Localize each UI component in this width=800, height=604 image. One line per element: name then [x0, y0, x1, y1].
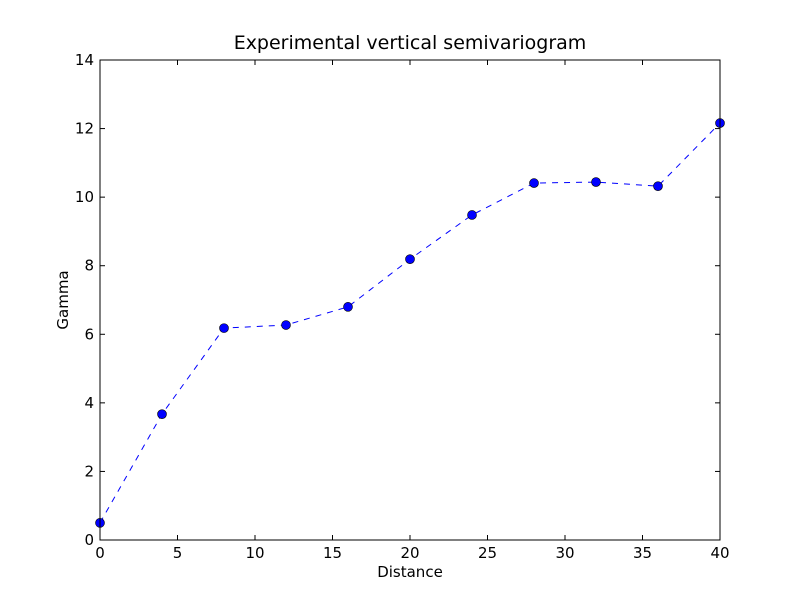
- x-axis-label: Distance: [377, 563, 443, 581]
- x-tick-label: 5: [173, 544, 183, 562]
- data-point: [219, 323, 229, 333]
- x-tick-label: 20: [400, 544, 419, 562]
- x-tick-label: 25: [478, 544, 497, 562]
- y-axis-label: Gamma: [54, 270, 72, 329]
- chart-title: Experimental vertical semivariogram: [234, 32, 587, 54]
- y-tick-label: 10: [75, 188, 94, 206]
- data-point: [467, 210, 477, 220]
- y-tick-label: 12: [75, 120, 94, 138]
- data-point: [653, 181, 663, 191]
- data-point: [343, 302, 353, 312]
- x-tick-label: 40: [710, 544, 729, 562]
- x-tick-label: 30: [555, 544, 574, 562]
- x-tick-label: 0: [95, 544, 105, 562]
- y-tick-label: 0: [84, 531, 94, 549]
- plot-frame: [99, 59, 721, 541]
- y-tick-label: 6: [84, 325, 94, 343]
- y-tick-label: 14: [75, 51, 94, 69]
- axis-ticks: 0 5 10 15 20 25 30 35 40 0 2 4 6 8 10 12 14: [75, 51, 730, 562]
- data-point: [405, 254, 415, 265]
- data-point: [157, 409, 167, 419]
- data-point: [281, 320, 291, 330]
- x-tick-label: 10: [245, 544, 264, 562]
- x-tick-label: 15: [323, 544, 342, 562]
- data-point: [529, 178, 539, 188]
- y-tick-label: 2: [84, 462, 94, 480]
- x-tick-label: 35: [633, 544, 652, 562]
- y-tick-label: 8: [84, 257, 94, 275]
- data-point: [591, 177, 601, 187]
- y-tick-label: 4: [84, 394, 94, 412]
